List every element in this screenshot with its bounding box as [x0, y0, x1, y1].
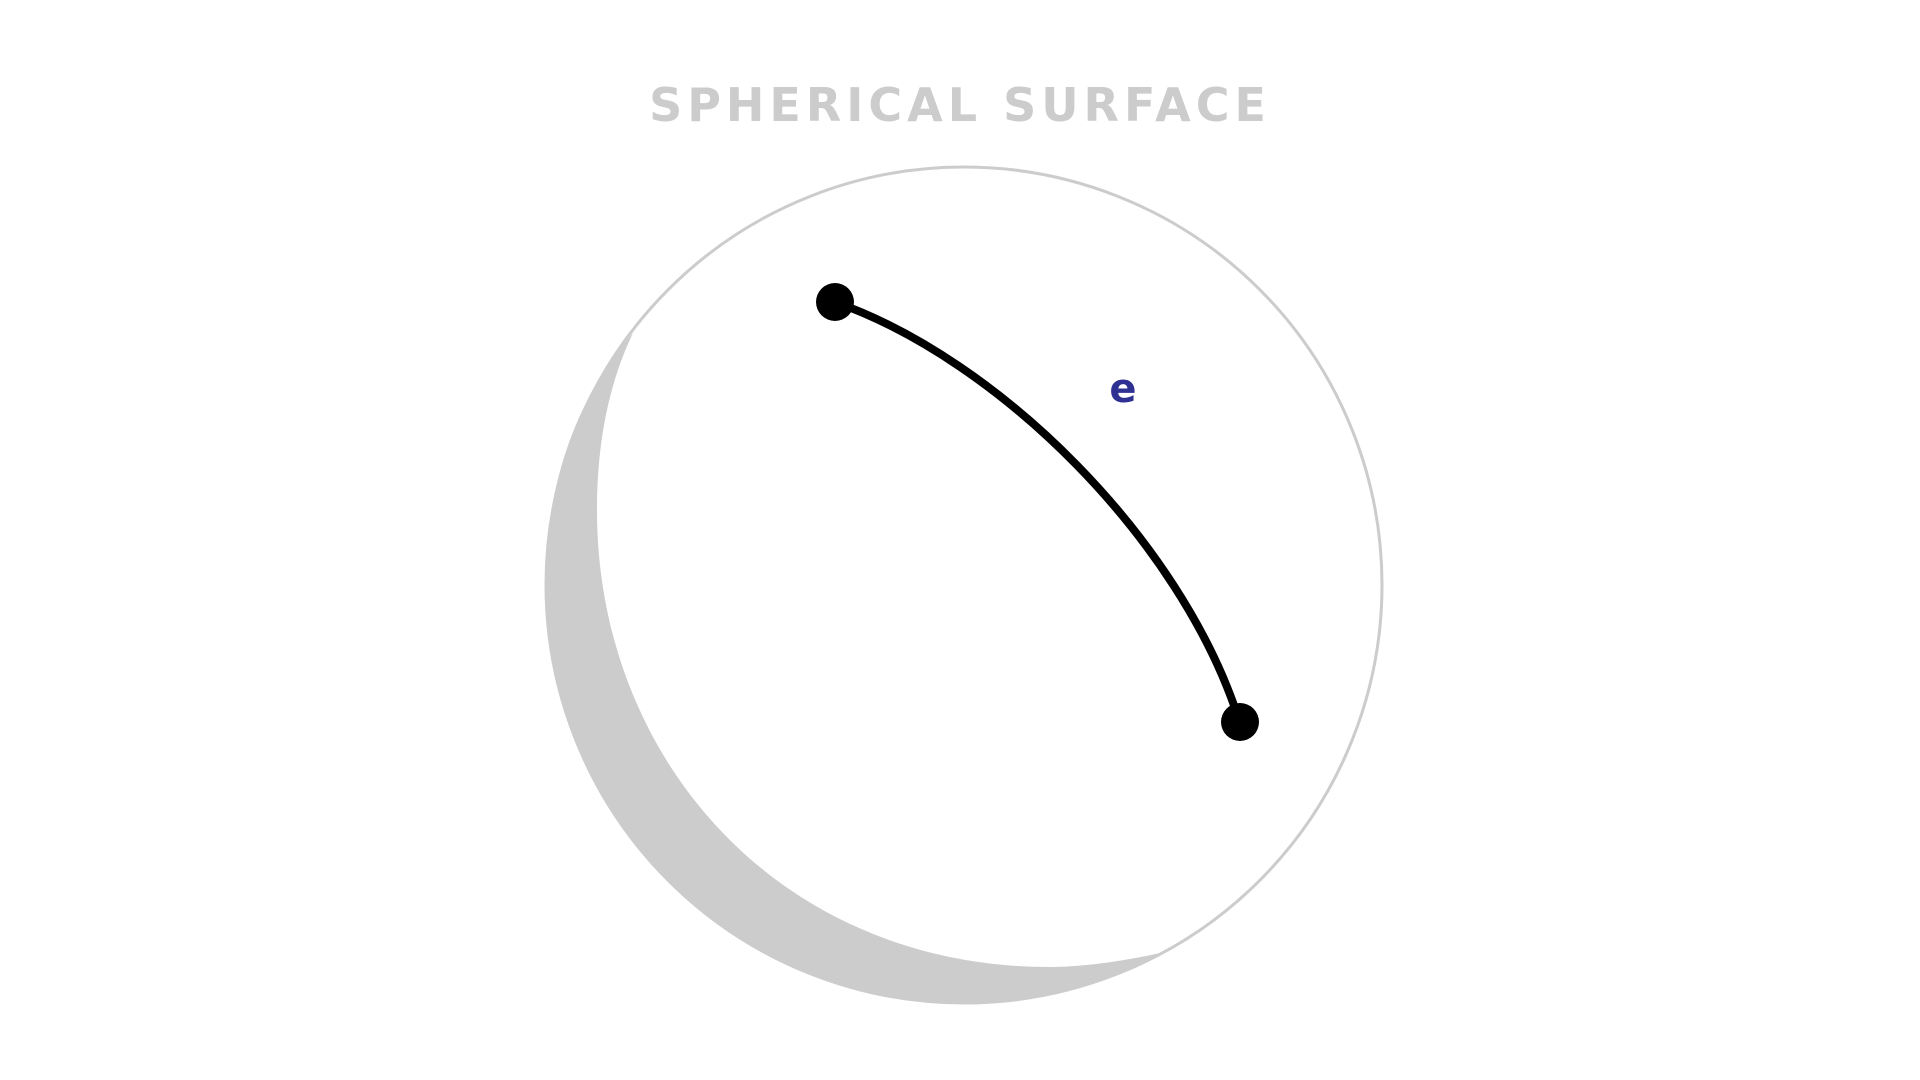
sphere-outline	[544, 165, 1384, 1005]
geodesic-edge	[831, 298, 1242, 721]
vertex-bottom	[1221, 703, 1259, 741]
sphere-shadow	[546, 335, 1186, 1013]
sphere-shadow-fill	[545, 333, 1160, 1002]
edge-label: e	[1109, 366, 1136, 412]
vertex-top	[816, 283, 854, 321]
diagram-title: SPHERICAL SURFACE	[649, 78, 1271, 132]
